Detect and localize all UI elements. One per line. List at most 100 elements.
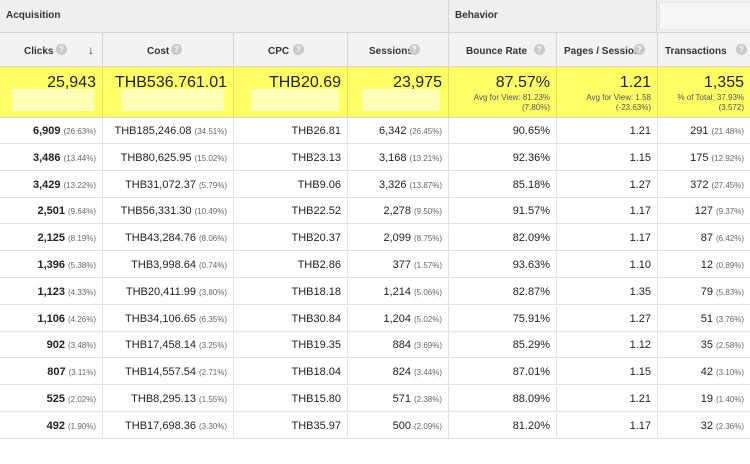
column-header-bounce-rate[interactable]: Bounce Rate ? bbox=[449, 33, 557, 67]
value-pages-session: 1.17 bbox=[629, 419, 651, 432]
percent-sessions: (26.45%) bbox=[409, 127, 442, 136]
column-header-cpc[interactable]: CPC ? bbox=[234, 33, 348, 67]
table-row[interactable]: 3,429 (13.22%) THB31,072.37 (5.79%) THB9.06 3… bbox=[0, 171, 750, 198]
value-transactions: 79 bbox=[700, 285, 713, 298]
column-header-clicks[interactable]: Clicks ? ↓ bbox=[0, 33, 103, 67]
value-sessions: 1,214 bbox=[383, 285, 411, 298]
value-cpc: THB22.52 bbox=[291, 205, 341, 218]
help-icon[interactable]: ? bbox=[409, 44, 420, 55]
percent-sessions: (2.38%) bbox=[413, 395, 442, 404]
cell-cpc: THB2.86 bbox=[234, 252, 348, 278]
table-row[interactable]: 1,396 (5.38%) THB3,998.64 (0.74%) THB2.86 377… bbox=[0, 252, 750, 278]
value-pages-session: 1.27 bbox=[629, 178, 651, 191]
column-header-transactions[interactable]: Transactions ? bbox=[658, 33, 750, 67]
percent-clicks: (3.48%) bbox=[67, 341, 96, 351]
cell-bounce-rate: 81.20% bbox=[449, 412, 557, 439]
percent-clicks: (4.33%) bbox=[67, 287, 96, 297]
group-tab-blank[interactable] bbox=[659, 2, 750, 30]
percent-transactions: (3.10%) bbox=[715, 368, 744, 378]
cell-bounce-rate: 85.18% bbox=[449, 171, 557, 198]
value-clicks: 1,106 bbox=[37, 312, 65, 325]
cell-clicks: 2,125 (8.19%) bbox=[0, 225, 103, 252]
value-bounce-rate: 93.63% bbox=[512, 259, 550, 271]
help-icon[interactable]: ? bbox=[634, 44, 645, 55]
value-clicks: 2,501 bbox=[37, 205, 65, 218]
table-row[interactable]: 902 (3.48%) THB17,458.14 (3.25%) THB19.35 884… bbox=[0, 332, 750, 359]
table-row[interactable]: 525 (2.02%) THB8,295.13 (1.55%) THB15.80 571(… bbox=[0, 386, 750, 412]
help-icon[interactable]: ? bbox=[171, 44, 182, 55]
percent-sessions: (1.57%) bbox=[413, 261, 442, 270]
cell-sessions: 2,099 (8.75%) bbox=[348, 225, 449, 252]
redacted-block bbox=[251, 89, 339, 111]
help-icon[interactable]: ? bbox=[56, 44, 67, 55]
table-row[interactable]: 1,123 (4.33%) THB20,411.99 (3.80%) THB18.18 1… bbox=[0, 278, 750, 305]
cell-transactions: 87 (6.42%) bbox=[658, 225, 750, 251]
help-icon[interactable]: ? bbox=[293, 44, 304, 55]
value-cpc: THB20.37 bbox=[291, 232, 341, 245]
cell-pages-session: 1.35 bbox=[557, 278, 658, 305]
help-icon[interactable]: ? bbox=[736, 44, 747, 55]
column-label-cost: Cost bbox=[147, 46, 170, 57]
sort-descending-icon[interactable]: ↓ bbox=[88, 43, 94, 57]
table-row[interactable]: 6,909 (26.63%) THB185,246.08 (34.51%) THB26.… bbox=[0, 118, 750, 144]
total-sessions: 23,975 bbox=[393, 74, 442, 91]
help-icon[interactable]: ? bbox=[534, 44, 545, 55]
percent-clicks: (2.02%) bbox=[67, 395, 96, 404]
cell-cpc: THB20.37 bbox=[234, 225, 348, 252]
cell-cost: THB8,295.13 (1.55%) bbox=[103, 386, 234, 412]
redacted-block bbox=[121, 89, 224, 111]
percent-transactions: (6.42%) bbox=[715, 234, 744, 244]
percent-cost: (2.71%) bbox=[198, 368, 227, 378]
total-clicks: 25,943 bbox=[47, 74, 96, 91]
value-cpc: THB18.04 bbox=[291, 366, 341, 379]
cell-sessions: 571 (2.38%) bbox=[348, 386, 449, 412]
column-header-cost[interactable]: Cost ? bbox=[103, 33, 234, 67]
table-row[interactable]: 492 (1.90%) THB17,698.36 (3.30%) THB35.97 500… bbox=[0, 412, 750, 439]
table-row[interactable]: 1,106 (4.26%) THB34,106.65 (6.35%) THB30.84 1… bbox=[0, 305, 750, 332]
column-header-pages-session[interactable]: Pages / Session ? bbox=[557, 33, 658, 67]
table-row[interactable]: 2,125 (8.19%) THB43,284.76 (8.06%) THB20.37 2… bbox=[0, 225, 750, 252]
column-label-bounce-rate: Bounce Rate bbox=[466, 46, 528, 57]
cell-sessions: 1,204 (5.02%) bbox=[348, 305, 449, 332]
cell-cpc: THB18.18 bbox=[234, 278, 348, 305]
value-sessions: 3,168 bbox=[379, 151, 407, 164]
value-sessions: 2,278 bbox=[383, 205, 411, 218]
cell-cpc: THB18.04 bbox=[234, 359, 348, 386]
value-bounce-rate: 82.09% bbox=[512, 232, 550, 245]
column-header-sessions[interactable]: Sessions ? bbox=[348, 33, 449, 67]
cell-transactions: 175 (12.92%) bbox=[658, 145, 750, 171]
table-row[interactable]: 2,501 (9.64%) THB56,331.30 (10.49%) THB22.52… bbox=[0, 198, 750, 225]
total-bounce-rate-sub: Avg for View: 81.23% (7.80%) bbox=[474, 93, 550, 113]
group-header-row: Acquisition Behavior bbox=[0, 0, 750, 33]
cell-pages-session: 1.17 bbox=[557, 225, 658, 252]
value-clicks: 525 bbox=[46, 393, 65, 405]
redacted-block bbox=[12, 89, 94, 111]
table-row[interactable]: 807 (3.11%) THB14,557.54 (2.71%) THB18.04 824… bbox=[0, 359, 750, 386]
value-sessions: 377 bbox=[392, 259, 411, 271]
percent-transactions: (21.48%) bbox=[711, 127, 744, 136]
percent-cost: (3.25%) bbox=[198, 341, 227, 351]
cell-clicks: 3,429 (13.22%) bbox=[0, 171, 103, 198]
percent-clicks: (5.38%) bbox=[67, 261, 96, 270]
cell-clicks: 902 (3.48%) bbox=[0, 332, 103, 359]
value-clicks: 2,125 bbox=[37, 232, 65, 245]
percent-transactions: (9.37%) bbox=[715, 207, 744, 217]
cell-cpc: THB22.52 bbox=[234, 198, 348, 225]
value-bounce-rate: 85.29% bbox=[512, 339, 550, 352]
cell-cpc: THB9.06 bbox=[234, 171, 348, 198]
total-cost-cell: THB536.761.01 bbox=[103, 67, 234, 118]
cell-transactions: 372 (27.45%) bbox=[658, 172, 750, 198]
total-pages-session: 1.21 bbox=[619, 74, 651, 91]
percent-clicks: (1.90%) bbox=[67, 421, 96, 431]
value-sessions: 1,204 bbox=[383, 312, 411, 325]
value-transactions: 127 bbox=[694, 205, 713, 218]
value-sessions: 500 bbox=[392, 419, 411, 432]
column-label-cpc: CPC bbox=[268, 46, 290, 57]
cell-sessions: 884 (3.69%) bbox=[348, 332, 449, 359]
column-header-row: Clicks ? ↓ Cost ? CPC ? Sessions ? Bounc… bbox=[0, 33, 750, 67]
table-row[interactable]: 3,486 (13.44%) THB80,625.95 (15.02%) THB23.1… bbox=[0, 144, 750, 171]
percent-clicks: (4.26%) bbox=[67, 314, 96, 324]
value-transactions: 87 bbox=[700, 232, 713, 245]
bounce-rate-delta: (7.80%) bbox=[521, 103, 550, 112]
total-transactions: 1,355 bbox=[703, 74, 744, 91]
